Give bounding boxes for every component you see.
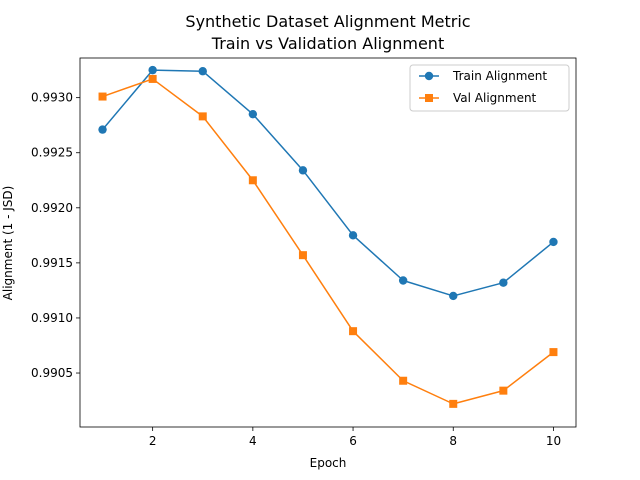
chart-subtitle: Train vs Validation Alignment [211, 34, 444, 53]
x-tick-label: 4 [249, 434, 257, 448]
val-alignment-point [549, 348, 558, 357]
y-tick-label: 0.9905 [31, 366, 73, 380]
train-alignment-legend-label: Train Alignment [452, 69, 547, 83]
val-alignment-point [449, 399, 458, 408]
val-alignment-point [298, 251, 307, 260]
val-alignment-point [198, 112, 207, 121]
x-tick-label: 10 [546, 434, 561, 448]
train-alignment-point [499, 278, 508, 287]
train-alignment-point [248, 109, 258, 119]
legend: Train Alignment Val Alignment [409, 64, 570, 112]
x-axis-label: Epoch [310, 456, 347, 470]
y-tick-label: 0.9915 [31, 256, 73, 270]
plot-area: 2 4 6 8 10 0.9905 0.9910 0.9915 0.9920 0.9925 0.99… [31, 57, 577, 448]
val-alignment-line [102, 78, 554, 405]
train-alignment-point [98, 125, 107, 134]
y-axis-label: Alignment (1 - JSD) [1, 186, 15, 301]
chart-title: Synthetic Dataset Alignment Metric [185, 12, 470, 31]
train-alignment-point [549, 237, 558, 247]
train-alignment-line [101, 69, 554, 297]
val-alignment-legend-label: Val Alignment [453, 91, 537, 105]
y-tick-label: 0.9910 [31, 311, 73, 325]
val-alignment-point [248, 176, 257, 185]
train-alignment-point [298, 166, 308, 175]
train-alignment-point [348, 231, 358, 240]
x-tick-label: 8 [449, 434, 457, 448]
val-alignment-point [399, 376, 408, 385]
train-alignment-point [449, 291, 458, 301]
y-tick-label: 0.9920 [31, 201, 73, 215]
train-alignment-legend-marker [424, 71, 434, 81]
val-alignment-point [98, 92, 107, 101]
train-alignment-point [148, 65, 157, 75]
y-tick-label: 0.9925 [31, 146, 73, 160]
x-tick-label: 2 [149, 434, 157, 448]
val-alignment-point [148, 74, 157, 83]
y-tick-label: 0.9930 [31, 91, 73, 105]
val-alignment-point [349, 327, 358, 336]
train-alignment-point [398, 276, 408, 285]
axes-frame [79, 57, 577, 428]
val-alignment-legend-marker [425, 94, 433, 102]
legend-box [409, 64, 570, 112]
train-alignment-point [198, 67, 207, 76]
x-tick-label: 6 [349, 434, 357, 448]
val-alignment-point [499, 386, 508, 395]
